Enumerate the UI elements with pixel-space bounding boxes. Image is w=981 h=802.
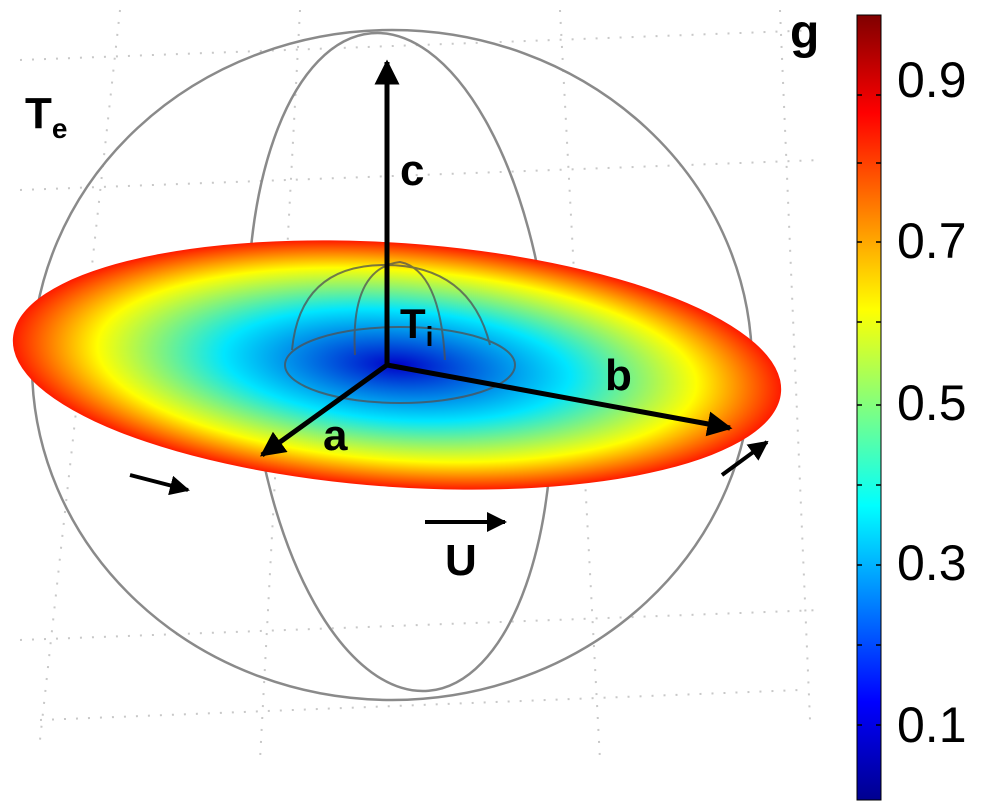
colorbar-scale [856, 14, 882, 801]
colorbar-minor-ticks [857, 94, 881, 726]
flow-arrow-left [129, 473, 190, 496]
flow-arrows [129, 440, 769, 532]
flow-label: U [445, 536, 477, 585]
colorbar: g 0.9 0.7 0.5 0.3 0.1 [790, 6, 967, 801]
colorbar-tick-label: 0.5 [897, 375, 967, 431]
inner-region-label: Ti [400, 300, 433, 352]
axis-vectors [259, 59, 733, 458]
axis-b-label: b [605, 351, 632, 400]
flow-arrow-right [720, 440, 769, 477]
axis-a-label: a [323, 411, 348, 460]
axis-c-label: c [400, 146, 424, 195]
colorbar-tick-label: 0.9 [897, 52, 967, 108]
axis-b-vector [386, 362, 733, 437]
colorbar-title: g [790, 6, 819, 59]
colorbar-tick-label: 0.7 [897, 213, 967, 269]
colorbar-tick-label: 0.3 [897, 535, 967, 591]
axis-a-vector [259, 362, 389, 458]
background-grid [19, 9, 821, 761]
colorbar-tick-label: 0.1 [897, 697, 967, 753]
outer-region-label: Te [25, 89, 67, 144]
